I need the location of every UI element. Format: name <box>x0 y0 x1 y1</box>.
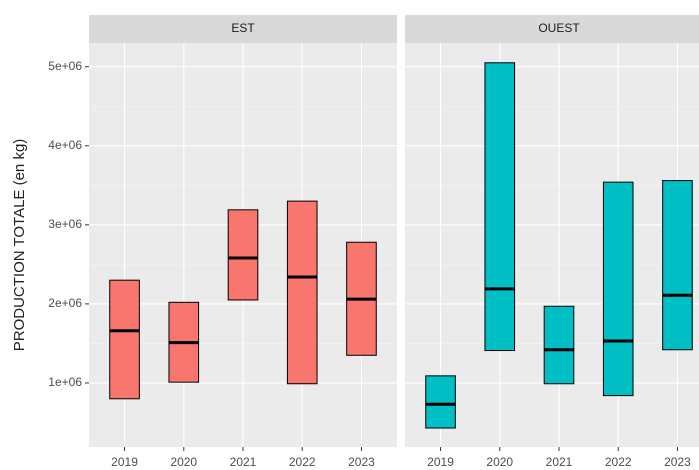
x-tick-label: 2020 <box>170 455 197 469</box>
y-tick-label: 4e+06 <box>48 138 82 152</box>
box <box>543 305 575 385</box>
box <box>602 181 634 397</box>
box <box>109 279 140 400</box>
x-tick-label: 2021 <box>546 455 573 469</box>
x-tick-label: 2019 <box>111 455 138 469</box>
box <box>227 209 259 301</box>
x-tick-label: 2023 <box>664 455 691 469</box>
x-tick-label: 2021 <box>230 455 257 469</box>
x-tick-label: 2022 <box>289 455 316 469</box>
strip <box>405 15 699 43</box>
box <box>286 200 318 385</box>
strip <box>89 15 397 43</box>
y-tick-label: 1e+06 <box>48 375 82 389</box>
box <box>662 180 693 351</box>
y-axis-label: PRODUCTION TOTALE (en kg) <box>11 139 28 352</box>
x-tick-label: 2023 <box>348 455 375 469</box>
box <box>425 375 456 429</box>
x-tick-label: 2020 <box>486 455 513 469</box>
x-tick-label: 2022 <box>605 455 632 469</box>
y-tick-label: 5e+06 <box>48 59 82 73</box>
y-tick-label: 2e+06 <box>48 296 82 310</box>
y-tick-label: 3e+06 <box>48 217 82 231</box>
x-tick-label: 2019 <box>427 455 454 469</box>
strip-title: EST <box>231 21 255 35</box>
box <box>484 62 516 352</box>
strip-title: OUEST <box>538 21 580 35</box>
